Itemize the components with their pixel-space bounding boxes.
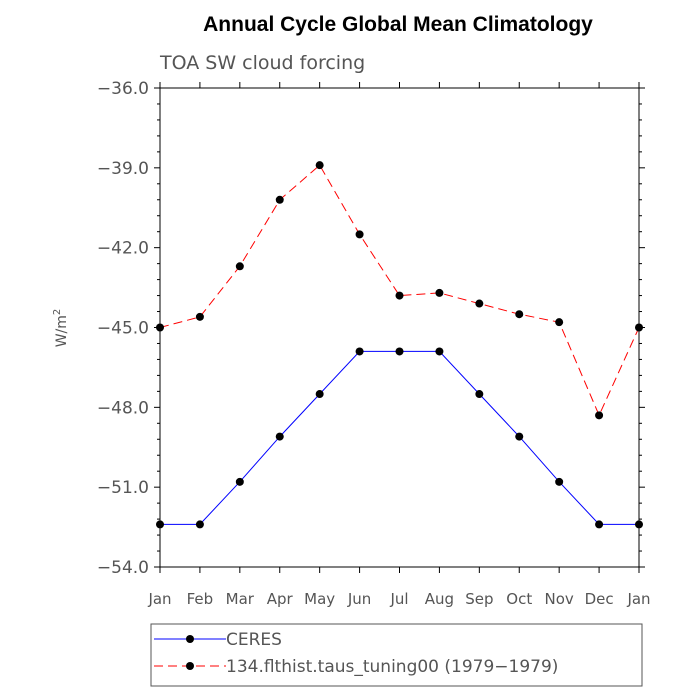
plot-frame <box>159 87 640 568</box>
data-point <box>555 318 564 327</box>
data-point <box>395 291 404 300</box>
y-axis-label: W/m2 <box>52 309 70 348</box>
y-tick-label: −51.0 <box>97 478 149 498</box>
y-tick-label: −54.0 <box>97 558 149 578</box>
data-point <box>235 262 244 271</box>
legend-marker <box>186 635 194 643</box>
data-point <box>355 347 364 356</box>
x-tick-label: Mar <box>226 590 255 608</box>
data-point <box>156 323 164 332</box>
data-point <box>635 520 643 529</box>
data-point <box>275 432 284 441</box>
data-point <box>355 230 364 239</box>
x-tick-label: Feb <box>187 590 214 608</box>
data-point <box>315 161 324 170</box>
data-point <box>156 520 164 529</box>
x-tick-label: Nov <box>545 590 574 608</box>
x-tick-label: Oct <box>506 590 532 608</box>
data-point <box>595 520 604 529</box>
x-tick-label: Sep <box>465 590 493 608</box>
series-layer <box>156 161 643 529</box>
x-tick-label: Dec <box>585 590 614 608</box>
data-point <box>475 390 484 399</box>
data-point <box>475 299 484 308</box>
x-tick-label: Jan <box>147 590 171 608</box>
data-point <box>195 520 204 529</box>
legend-marker <box>186 662 194 670</box>
y-tick-label: −42.0 <box>97 239 149 259</box>
legend-label: 134.flthist.taus_tuning00 (1979−1979) <box>226 657 558 677</box>
y-tick-label: −36.0 <box>97 79 149 99</box>
data-point <box>315 390 324 399</box>
x-tick-label: Apr <box>267 590 294 608</box>
legend-item: CERES <box>154 630 282 650</box>
series-line <box>160 350 639 525</box>
data-point <box>235 477 244 486</box>
x-tick-label: Jul <box>389 590 408 608</box>
data-point <box>555 477 564 486</box>
data-point <box>595 411 604 420</box>
legend-label: CERES <box>226 630 282 650</box>
x-axis: Jan Feb Mar Apr May Jun Jul Aug Sep Oct Nov Dec Jan <box>147 82 651 608</box>
data-point <box>435 288 444 297</box>
data-point <box>435 347 444 356</box>
x-tick-label: Jun <box>347 590 371 608</box>
data-point <box>275 195 284 204</box>
data-point <box>515 432 524 441</box>
data-point <box>195 312 204 321</box>
data-point <box>515 310 524 319</box>
series-line <box>159 164 640 417</box>
chart-title: Annual Cycle Global Mean Climatology <box>203 13 593 36</box>
y-axis: −54.0 −51.0 −48.0 −45.0 −42.0 −39.0 −36.0 <box>97 79 645 578</box>
series-1 <box>156 347 643 529</box>
legend-box <box>150 623 643 687</box>
chart-subtitle: TOA SW cloud forcing <box>159 52 365 74</box>
y-tick-label: −39.0 <box>97 159 149 179</box>
x-tick-label: Aug <box>425 590 454 608</box>
legend: CERES 134.flthist.taus_tuning00 (1979−197… <box>150 623 643 687</box>
y-tick-label: −45.0 <box>97 319 149 339</box>
series-2 <box>156 161 643 420</box>
legend-item: 134.flthist.taus_tuning00 (1979−1979) <box>154 657 558 677</box>
data-point <box>395 347 404 356</box>
data-point <box>635 323 643 332</box>
x-tick-label: Jan <box>626 590 650 608</box>
x-tick-label: May <box>304 590 335 608</box>
y-tick-label: −48.0 <box>97 398 149 418</box>
